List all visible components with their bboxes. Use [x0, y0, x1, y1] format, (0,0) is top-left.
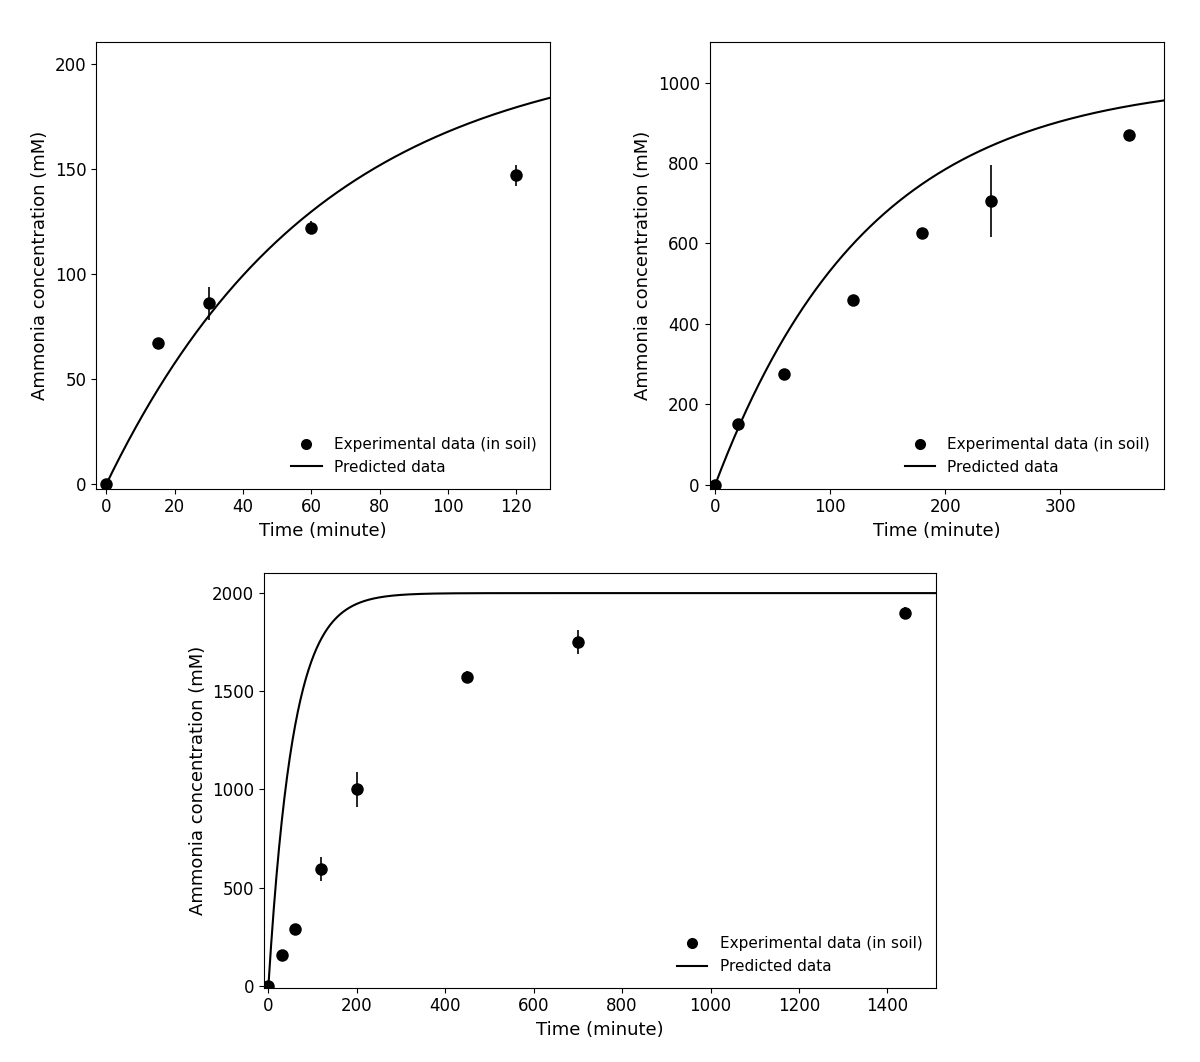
Y-axis label: Ammonia concentration (mM): Ammonia concentration (mM): [31, 131, 49, 400]
Y-axis label: Ammonia concentration (mM): Ammonia concentration (mM): [634, 131, 652, 400]
Y-axis label: Ammonia concentration (mM): Ammonia concentration (mM): [188, 646, 206, 915]
Legend: Experimental data (in soil), Predicted data: Experimental data (in soil), Predicted d…: [899, 431, 1157, 481]
Legend: Experimental data (in soil), Predicted data: Experimental data (in soil), Predicted d…: [286, 431, 542, 481]
X-axis label: Time (minute): Time (minute): [536, 1021, 664, 1039]
X-axis label: Time (minute): Time (minute): [872, 521, 1001, 539]
Legend: Experimental data (in soil), Predicted data: Experimental data (in soil), Predicted d…: [671, 930, 929, 980]
X-axis label: Time (minute): Time (minute): [259, 521, 388, 539]
